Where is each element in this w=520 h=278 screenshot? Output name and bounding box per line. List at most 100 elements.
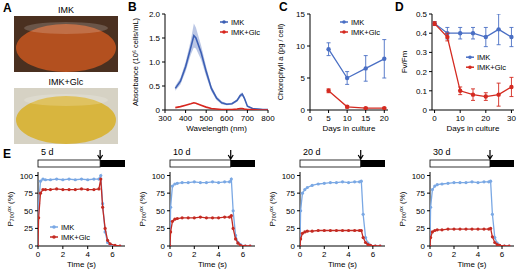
data-point: [364, 66, 368, 70]
y-tick: [297, 246, 300, 247]
x-tick-label: 6: [500, 250, 505, 259]
x-tick-label: 30: [507, 114, 516, 123]
x-tick: [348, 246, 349, 249]
data-point: [303, 188, 306, 191]
error-bar: [382, 40, 386, 78]
series-line: [38, 179, 120, 246]
data-point: [244, 244, 247, 246]
data-point: [300, 244, 302, 246]
data-point: [97, 187, 100, 190]
data-point: [374, 244, 377, 246]
x-axis-label: Days in culture: [323, 124, 376, 133]
data-point: [67, 188, 70, 191]
data-point: [217, 216, 220, 219]
y-tick-label: 0.5: [416, 10, 428, 19]
data-point: [193, 216, 196, 219]
y-tick: [297, 210, 300, 211]
y-tick-label: 75: [416, 189, 425, 198]
data-point: [496, 27, 500, 31]
y-tick: [162, 86, 165, 87]
x-tick-label: 0: [36, 250, 41, 259]
panel-label: E: [3, 147, 11, 161]
x-axis-label: Wavelength (nm): [186, 124, 247, 133]
x-tick: [194, 246, 195, 249]
x-tick-label: 0: [308, 114, 313, 123]
data-point: [249, 244, 252, 246]
series-line: [329, 49, 385, 78]
error-bar: [484, 93, 488, 101]
meniscus: [24, 94, 108, 106]
x-axis-label: Days in culture: [447, 124, 500, 133]
y-tick: [167, 228, 170, 229]
data-point: [211, 180, 214, 183]
y-tick: [297, 228, 300, 229]
y-tick-label: 0: [423, 106, 428, 115]
data-point: [181, 216, 184, 219]
light-on-bar: [38, 160, 100, 167]
data-point: [39, 180, 42, 183]
x-axis: [432, 110, 514, 111]
data-point: [503, 244, 506, 246]
y-tick-label: 100: [282, 172, 296, 181]
data-point: [440, 182, 443, 185]
y-tick: [35, 228, 38, 229]
data-point: [360, 229, 363, 232]
x-tick-label: 6: [241, 250, 246, 259]
x-tick-label: 4: [85, 250, 90, 259]
data-point: [353, 229, 356, 232]
x-tick: [62, 246, 63, 249]
plot-area: [300, 180, 382, 246]
data-point: [323, 182, 326, 185]
error-bar: [509, 77, 513, 96]
y-tick-label: 0.3: [416, 48, 428, 57]
y-tick: [162, 38, 165, 39]
x-tick: [87, 246, 88, 249]
y-tick: [167, 175, 170, 176]
series-line: [300, 181, 380, 246]
y-axis-label: Fv/Fm: [400, 50, 409, 73]
data-point: [44, 188, 47, 191]
x-tick-label: 800: [261, 114, 275, 123]
data-point: [491, 213, 494, 216]
x-tick-label: 500: [200, 114, 214, 123]
y-tick-label: 25: [286, 224, 295, 233]
data-point: [323, 229, 326, 232]
legend-label: IMK+Glc: [351, 28, 380, 37]
data-point: [484, 94, 488, 98]
y-tick-label: 25: [416, 224, 425, 233]
data-point: [232, 209, 235, 212]
data-point: [108, 243, 111, 246]
error-bar: [433, 22, 437, 26]
x-tick: [485, 110, 486, 113]
data-point: [509, 85, 513, 89]
data-point: [55, 187, 58, 190]
legend-marker: [52, 235, 56, 239]
y-tick: [162, 62, 165, 63]
error-bar: [458, 87, 462, 95]
data-point: [171, 184, 174, 187]
data-point: [106, 239, 109, 242]
data-point: [300, 244, 302, 246]
light-off-bar: [490, 160, 514, 167]
error-bar: [497, 14, 501, 45]
x-tick: [511, 110, 512, 113]
data-point: [493, 241, 496, 244]
x-tick-label: 0: [298, 250, 303, 259]
data-point: [38, 244, 40, 246]
plot-area: [170, 177, 252, 246]
x-tick-label: 0: [428, 250, 433, 259]
x-tick: [242, 246, 243, 249]
series-line: [435, 24, 512, 97]
data-point: [38, 244, 40, 246]
y-tick: [35, 193, 38, 194]
data-point: [436, 183, 439, 186]
flask-photo: [14, 88, 118, 144]
data-point: [74, 178, 77, 181]
data-point: [80, 187, 83, 190]
data-point: [230, 177, 233, 180]
data-point: [92, 177, 95, 180]
data-point: [306, 186, 309, 189]
x-tick: [434, 110, 435, 113]
data-point: [193, 180, 196, 183]
x-tick-label: 15: [361, 114, 370, 123]
